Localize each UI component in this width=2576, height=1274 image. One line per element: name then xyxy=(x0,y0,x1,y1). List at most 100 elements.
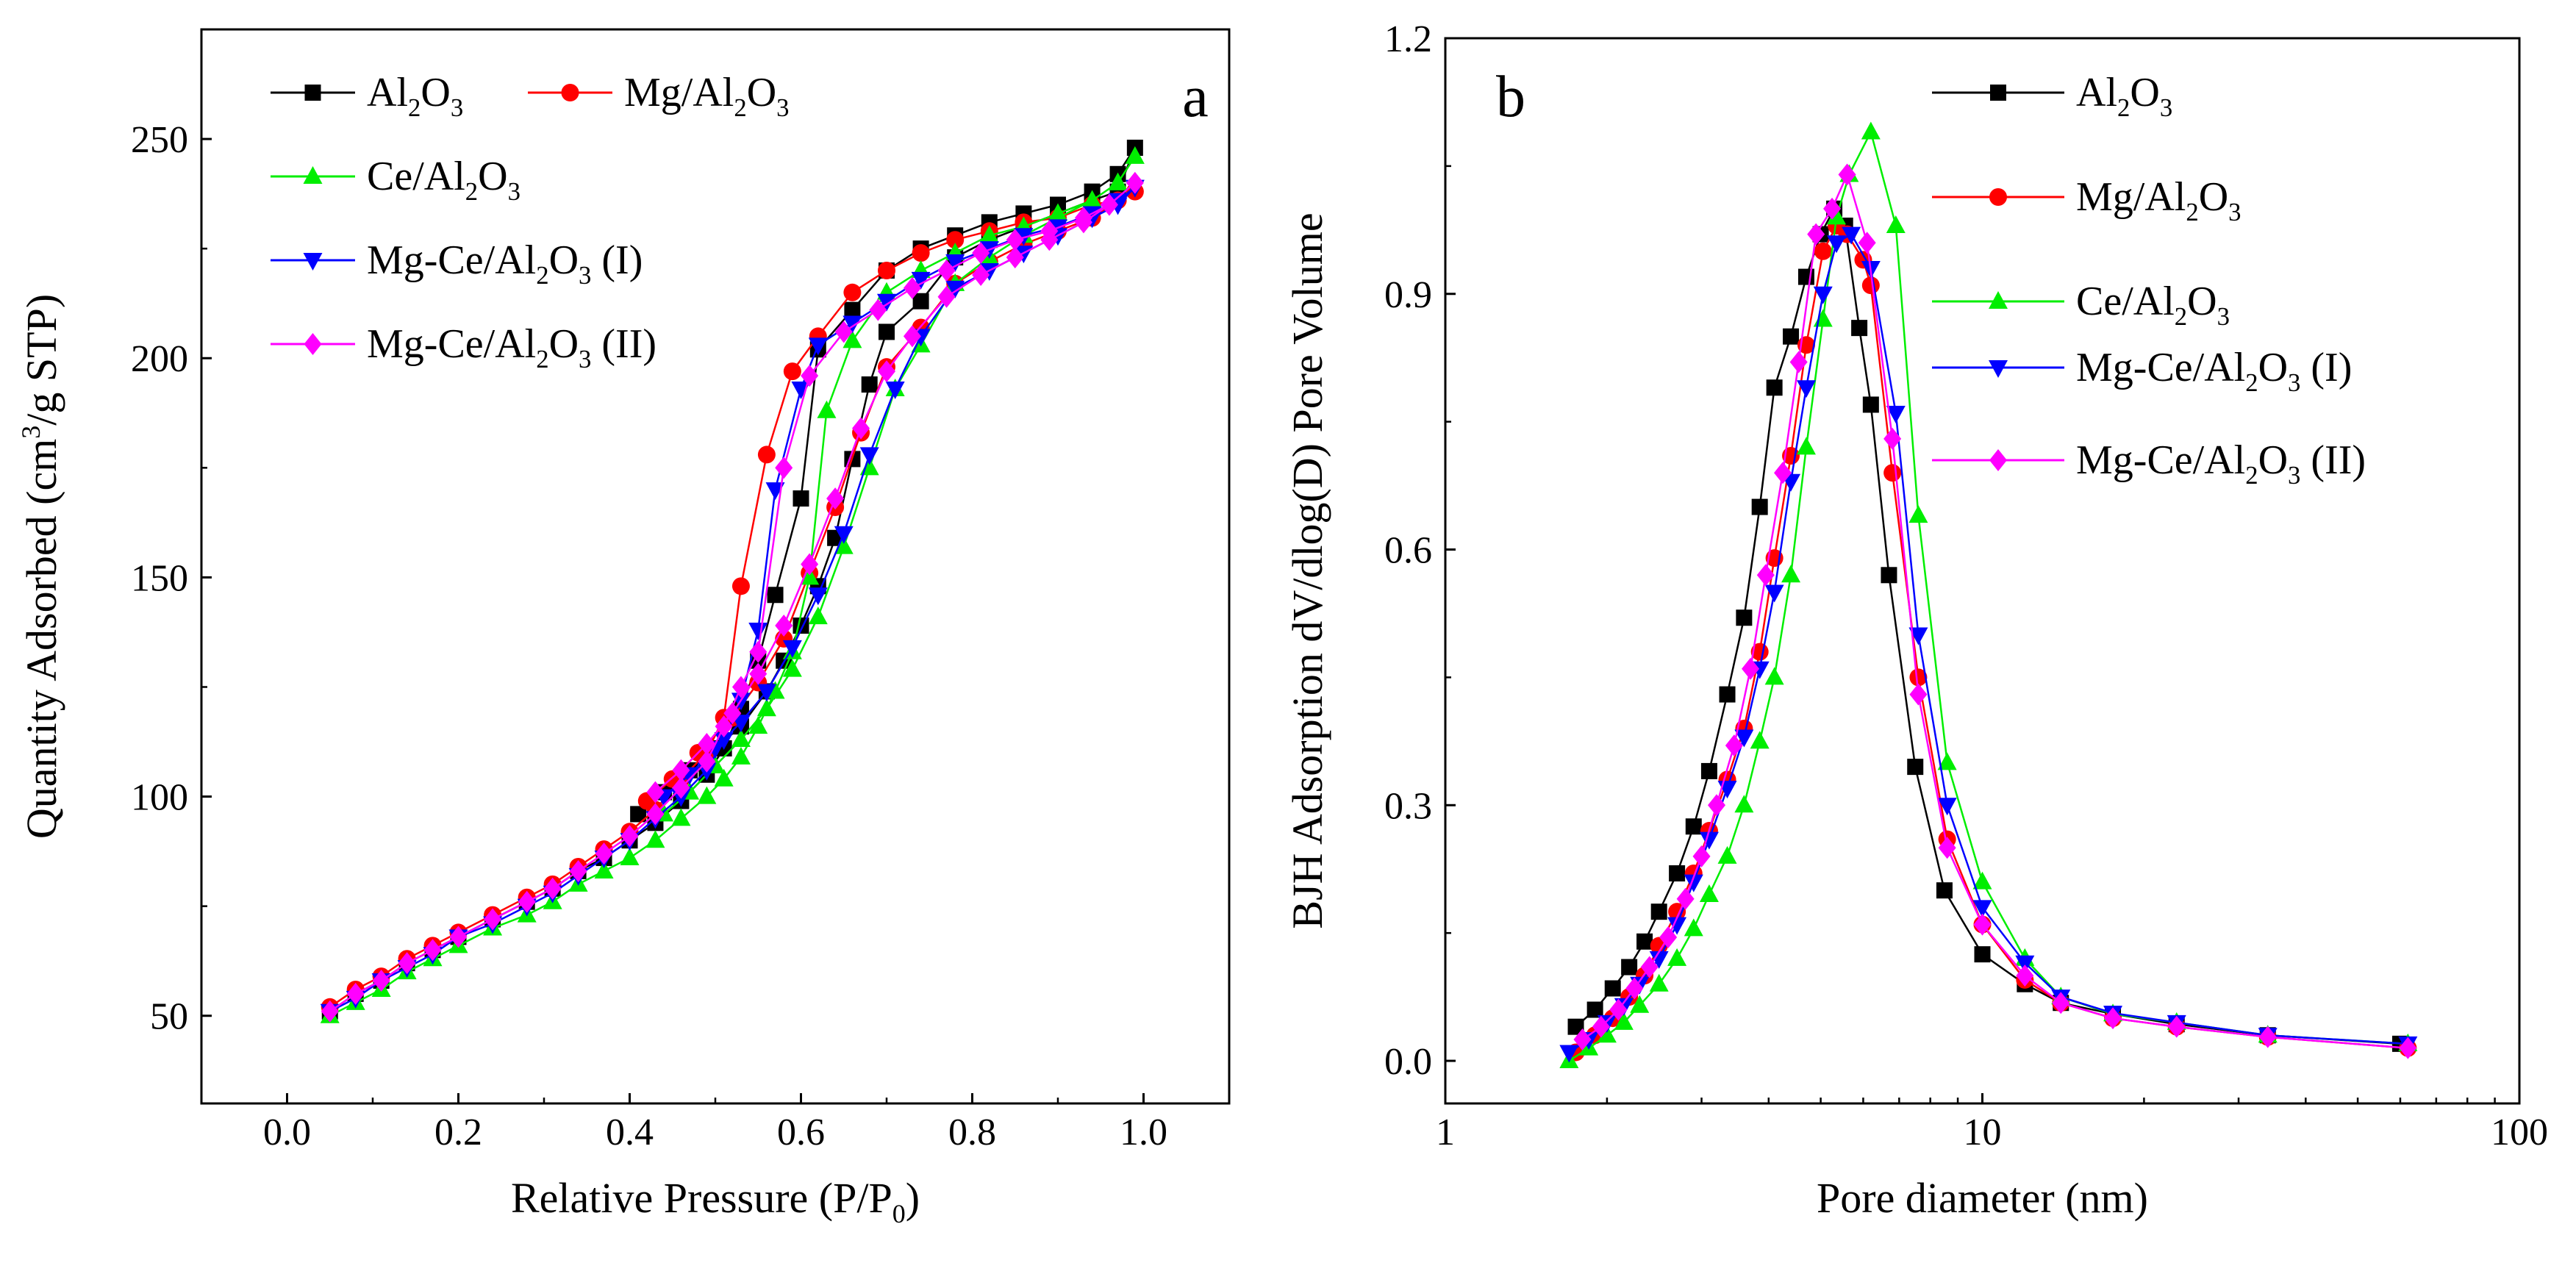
text-part: 3 xyxy=(776,93,789,122)
data-point xyxy=(1074,211,1092,234)
text-part: 2 xyxy=(2117,93,2130,122)
data-point xyxy=(731,577,750,595)
text-part: 2 xyxy=(465,177,478,206)
data-point xyxy=(972,242,990,265)
data-point xyxy=(1636,933,1653,950)
legend-label: Ce/Al2O3 xyxy=(367,154,520,206)
data-point xyxy=(484,908,502,931)
data-point xyxy=(1883,427,1902,450)
data-point xyxy=(646,781,665,804)
legend-label: Al2O3 xyxy=(2076,70,2172,122)
text-part: 0 xyxy=(892,1199,906,1228)
panel-letter: b xyxy=(1496,65,1525,129)
text-part: O xyxy=(2187,279,2217,324)
data-point xyxy=(1717,845,1737,864)
x-axis-title: Relative Pressure (P/P0) xyxy=(511,1174,920,1228)
data-point xyxy=(878,360,895,383)
data-point xyxy=(1937,798,1957,816)
data-point xyxy=(1886,406,1906,424)
data-point xyxy=(1783,328,1800,345)
text-part: Ce/Al xyxy=(367,154,465,199)
data-point xyxy=(748,716,768,734)
chart-panel-a: 0.0 0.2 0.4 0.6 0.8 1.0 50 100 150 200 250 Relative… xyxy=(16,28,1231,1228)
data-point xyxy=(1573,1028,1592,1051)
y-axis-title: BJH Adsorption dV/dlog(D) Pore Volume xyxy=(1284,212,1331,928)
data-point xyxy=(715,715,733,738)
legend-label: Mg/Al2O3 xyxy=(624,70,790,122)
data-point xyxy=(2015,955,2035,973)
data-point xyxy=(834,526,854,544)
text-part: Mg-Ce/Al xyxy=(367,321,536,367)
data-point xyxy=(1886,215,1906,234)
data-point xyxy=(1659,926,1678,948)
data-point xyxy=(748,622,768,640)
data-point xyxy=(1692,845,1711,867)
data-point xyxy=(1586,1001,1603,1018)
data-point xyxy=(731,676,750,698)
data-point xyxy=(1907,759,1924,776)
x-tick-label: 100 xyxy=(2491,1112,2548,1153)
data-point xyxy=(756,698,776,717)
data-point xyxy=(1838,163,1856,186)
data-point xyxy=(449,926,468,948)
data-point xyxy=(861,376,878,393)
data-point xyxy=(1649,973,1669,992)
text-part: 2 xyxy=(2245,461,2258,490)
text-part: 3 xyxy=(2288,461,2300,490)
data-point xyxy=(1909,668,1928,687)
data-point xyxy=(645,830,665,848)
x-tick-label: 0.2 xyxy=(434,1112,482,1153)
data-point xyxy=(731,729,751,748)
data-point xyxy=(620,848,640,866)
legend-marker xyxy=(561,84,579,101)
data-point xyxy=(1764,584,1784,603)
data-point xyxy=(2258,1026,2277,1048)
x-axis-title: Pore diameter (nm) xyxy=(1817,1174,2148,1222)
x-tick-label: 10 xyxy=(1964,1112,2002,1153)
data-point xyxy=(1125,146,1145,164)
text-part: Mg-Ce/Al xyxy=(367,237,536,283)
text-part: 3 xyxy=(2217,302,2230,331)
x-tick-label: 1.0 xyxy=(1120,1112,1167,1153)
x-tick-label: 0.8 xyxy=(948,1112,996,1153)
data-point xyxy=(698,733,716,756)
data-point xyxy=(346,982,365,1005)
data-point xyxy=(1972,900,1992,918)
data-point xyxy=(782,640,802,658)
text-part: Mg-Ce/Al xyxy=(2076,345,2245,390)
data-point xyxy=(801,553,819,576)
data-point xyxy=(979,225,999,243)
data-point xyxy=(1851,320,1868,337)
data-point xyxy=(945,254,965,273)
data-point xyxy=(1082,190,1102,208)
data-point xyxy=(620,825,639,848)
data-point xyxy=(1708,794,1726,817)
legend-marker xyxy=(1989,291,2008,309)
y-axis-title: Quantity Adsorbed (cm3/g STP) xyxy=(16,294,65,839)
legend-marker xyxy=(304,85,321,101)
text-part: Ce/Al xyxy=(2076,279,2175,324)
data-point xyxy=(1100,193,1118,216)
legend-label: Al2O3 xyxy=(367,70,463,122)
data-point xyxy=(2016,965,2034,987)
data-point xyxy=(672,776,690,799)
data-point xyxy=(903,325,921,348)
text-part: O xyxy=(549,321,579,367)
y-tick-label: 0.3 xyxy=(1384,785,1432,827)
data-point xyxy=(808,337,828,356)
legend-marker xyxy=(303,166,323,184)
data-point xyxy=(1814,242,1832,260)
data-point xyxy=(808,587,828,606)
text-part: 2 xyxy=(734,93,746,122)
series-mg-ce-al2o3-ii xyxy=(321,171,1144,1023)
text-part: (II) xyxy=(591,321,656,367)
text-part: 3 xyxy=(2288,368,2300,397)
data-point xyxy=(1909,683,1928,706)
text-part: 2 xyxy=(536,261,548,290)
data-point xyxy=(1684,874,1703,892)
data-point xyxy=(1667,948,1687,966)
data-point xyxy=(698,750,716,773)
